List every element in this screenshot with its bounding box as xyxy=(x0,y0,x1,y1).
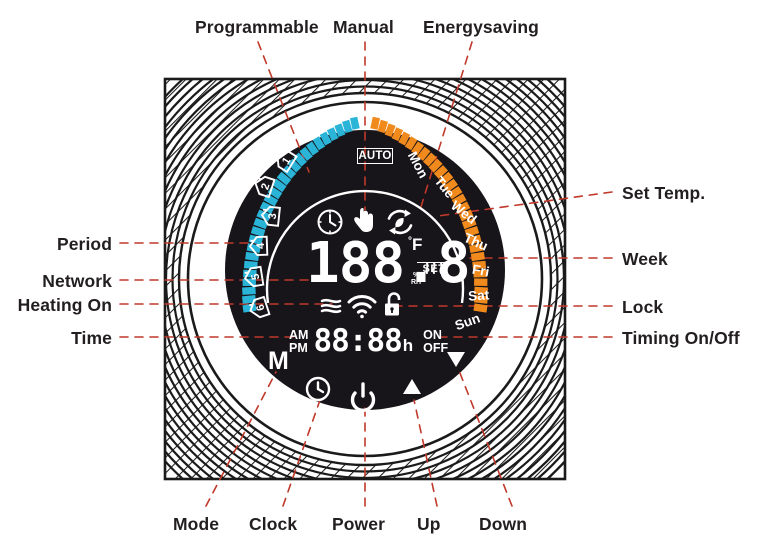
callout-energysaving: Energysaving xyxy=(423,17,539,37)
weekday-wed: Wed xyxy=(448,198,480,227)
svg-text:5: 5 xyxy=(250,273,263,281)
pm-label: PM xyxy=(289,340,308,355)
period-icon-1: 1 xyxy=(276,150,298,174)
period-icon-5: 5 xyxy=(243,265,265,288)
humidity-rh: RH xyxy=(411,279,422,286)
callout-clock: Clock xyxy=(249,514,298,534)
callout-period: Period xyxy=(56,234,112,254)
set-indicator: SET xyxy=(417,262,451,275)
off-label: OFF xyxy=(423,340,449,355)
hand-icon xyxy=(354,208,373,232)
svg-text:4: 4 xyxy=(255,242,267,249)
callout-power: Power xyxy=(332,514,386,534)
leader-set-temp xyxy=(437,191,613,217)
callout-mode: Mode xyxy=(173,514,220,534)
leader-mode xyxy=(205,371,277,507)
period-icon-6: 6 xyxy=(248,295,271,319)
hour-suffix: h xyxy=(402,336,414,355)
am-pm-indicator: AM PM xyxy=(289,327,309,355)
leader-clock xyxy=(282,399,321,507)
callout-time: Time xyxy=(71,328,112,348)
callout-week: Week xyxy=(622,249,668,269)
auto-badge: AUTO xyxy=(357,148,393,164)
leader-down xyxy=(457,367,513,507)
set-label: SET xyxy=(417,262,451,275)
period-icon-4: 4 xyxy=(248,235,269,257)
callout-down: Down xyxy=(479,514,528,534)
callout-up: Up xyxy=(417,514,441,534)
time-digits: 88:88 xyxy=(313,323,402,359)
humidity-unit: % RH xyxy=(411,272,421,286)
weekday-tue: Tue xyxy=(432,174,458,202)
leader-energysaving xyxy=(419,41,473,211)
callout-set-temp: Set Temp. xyxy=(622,183,706,203)
weekday-mon: Mon xyxy=(405,149,431,181)
triangle-up-icon[interactable] xyxy=(403,379,421,394)
am-label: AM xyxy=(289,327,309,342)
callout-manual: Manual xyxy=(333,17,394,37)
on-label: ON xyxy=(423,327,442,342)
weekday-sun: Sun xyxy=(453,310,482,333)
gauge-right-orange xyxy=(370,116,488,313)
gauge-inner-ring xyxy=(265,189,465,304)
degree-symbol: ° xyxy=(408,235,412,247)
period-icon-3: 3 xyxy=(260,205,281,227)
callout-timing-on-off: Timing On/Off xyxy=(622,328,740,348)
svg-text:2: 2 xyxy=(259,182,272,192)
heating-waves-icon xyxy=(320,298,342,314)
unit-letter: F xyxy=(412,235,423,254)
svg-text:3: 3 xyxy=(267,213,280,220)
set-heating-waves-icon xyxy=(425,262,443,274)
svg-text:6: 6 xyxy=(254,303,267,313)
wifi-icon xyxy=(347,295,377,319)
gauge-left-cyan xyxy=(242,116,360,313)
triangle-down-icon[interactable] xyxy=(447,352,465,367)
humidity-percent: % xyxy=(412,272,420,279)
timing-on-off-indicator: ON OFF xyxy=(423,327,449,355)
callout-lock: Lock xyxy=(622,297,664,317)
callout-heating-on: Heating On xyxy=(17,295,112,315)
mode-button-label[interactable]: M xyxy=(268,347,289,375)
time-display: AM PM 88:88 h ON OFF xyxy=(289,326,448,357)
callout-network: Network xyxy=(42,271,112,291)
temperature-value: 188.8 xyxy=(306,231,471,296)
weekday-sat: Sat xyxy=(468,287,491,303)
leader-programmable xyxy=(257,41,310,173)
period-icon-2: 2 xyxy=(254,175,276,199)
leader-up xyxy=(413,399,438,507)
leaf-eco-icon xyxy=(387,209,413,235)
open-padlock-icon xyxy=(385,292,401,316)
callout-programmable: Programmable xyxy=(195,17,319,37)
power-button-icon[interactable] xyxy=(350,382,376,412)
svg-text:1: 1 xyxy=(280,155,293,167)
clock-icon xyxy=(317,209,343,235)
weekday-fri: Fri xyxy=(471,262,491,280)
clock-button-icon[interactable] xyxy=(305,376,331,402)
dial-face xyxy=(225,130,505,410)
temperature-unit: °F xyxy=(408,236,422,253)
